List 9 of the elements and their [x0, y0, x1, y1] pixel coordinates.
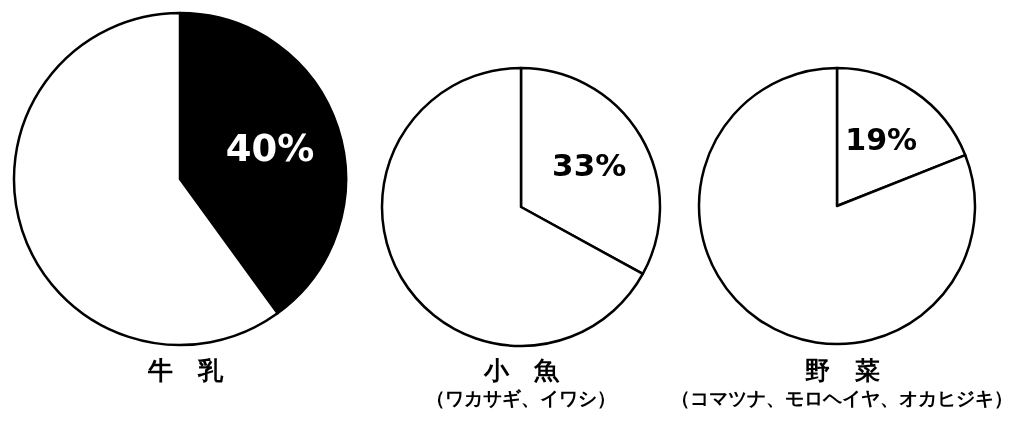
- pie-slice: [697, 66, 977, 346]
- data-label: 19%: [845, 121, 918, 157]
- text: 小 魚: [482, 356, 560, 386]
- text: 牛 乳: [147, 356, 224, 385]
- text: （ワカサギ、イワシ）: [426, 387, 616, 410]
- text: 野 菜: [804, 356, 880, 385]
- text: （コマツナ、モロヘイヤ、オカヒジキ）: [671, 387, 1013, 409]
- data-label: 40%: [225, 126, 315, 170]
- data-label: 33%: [552, 146, 627, 183]
